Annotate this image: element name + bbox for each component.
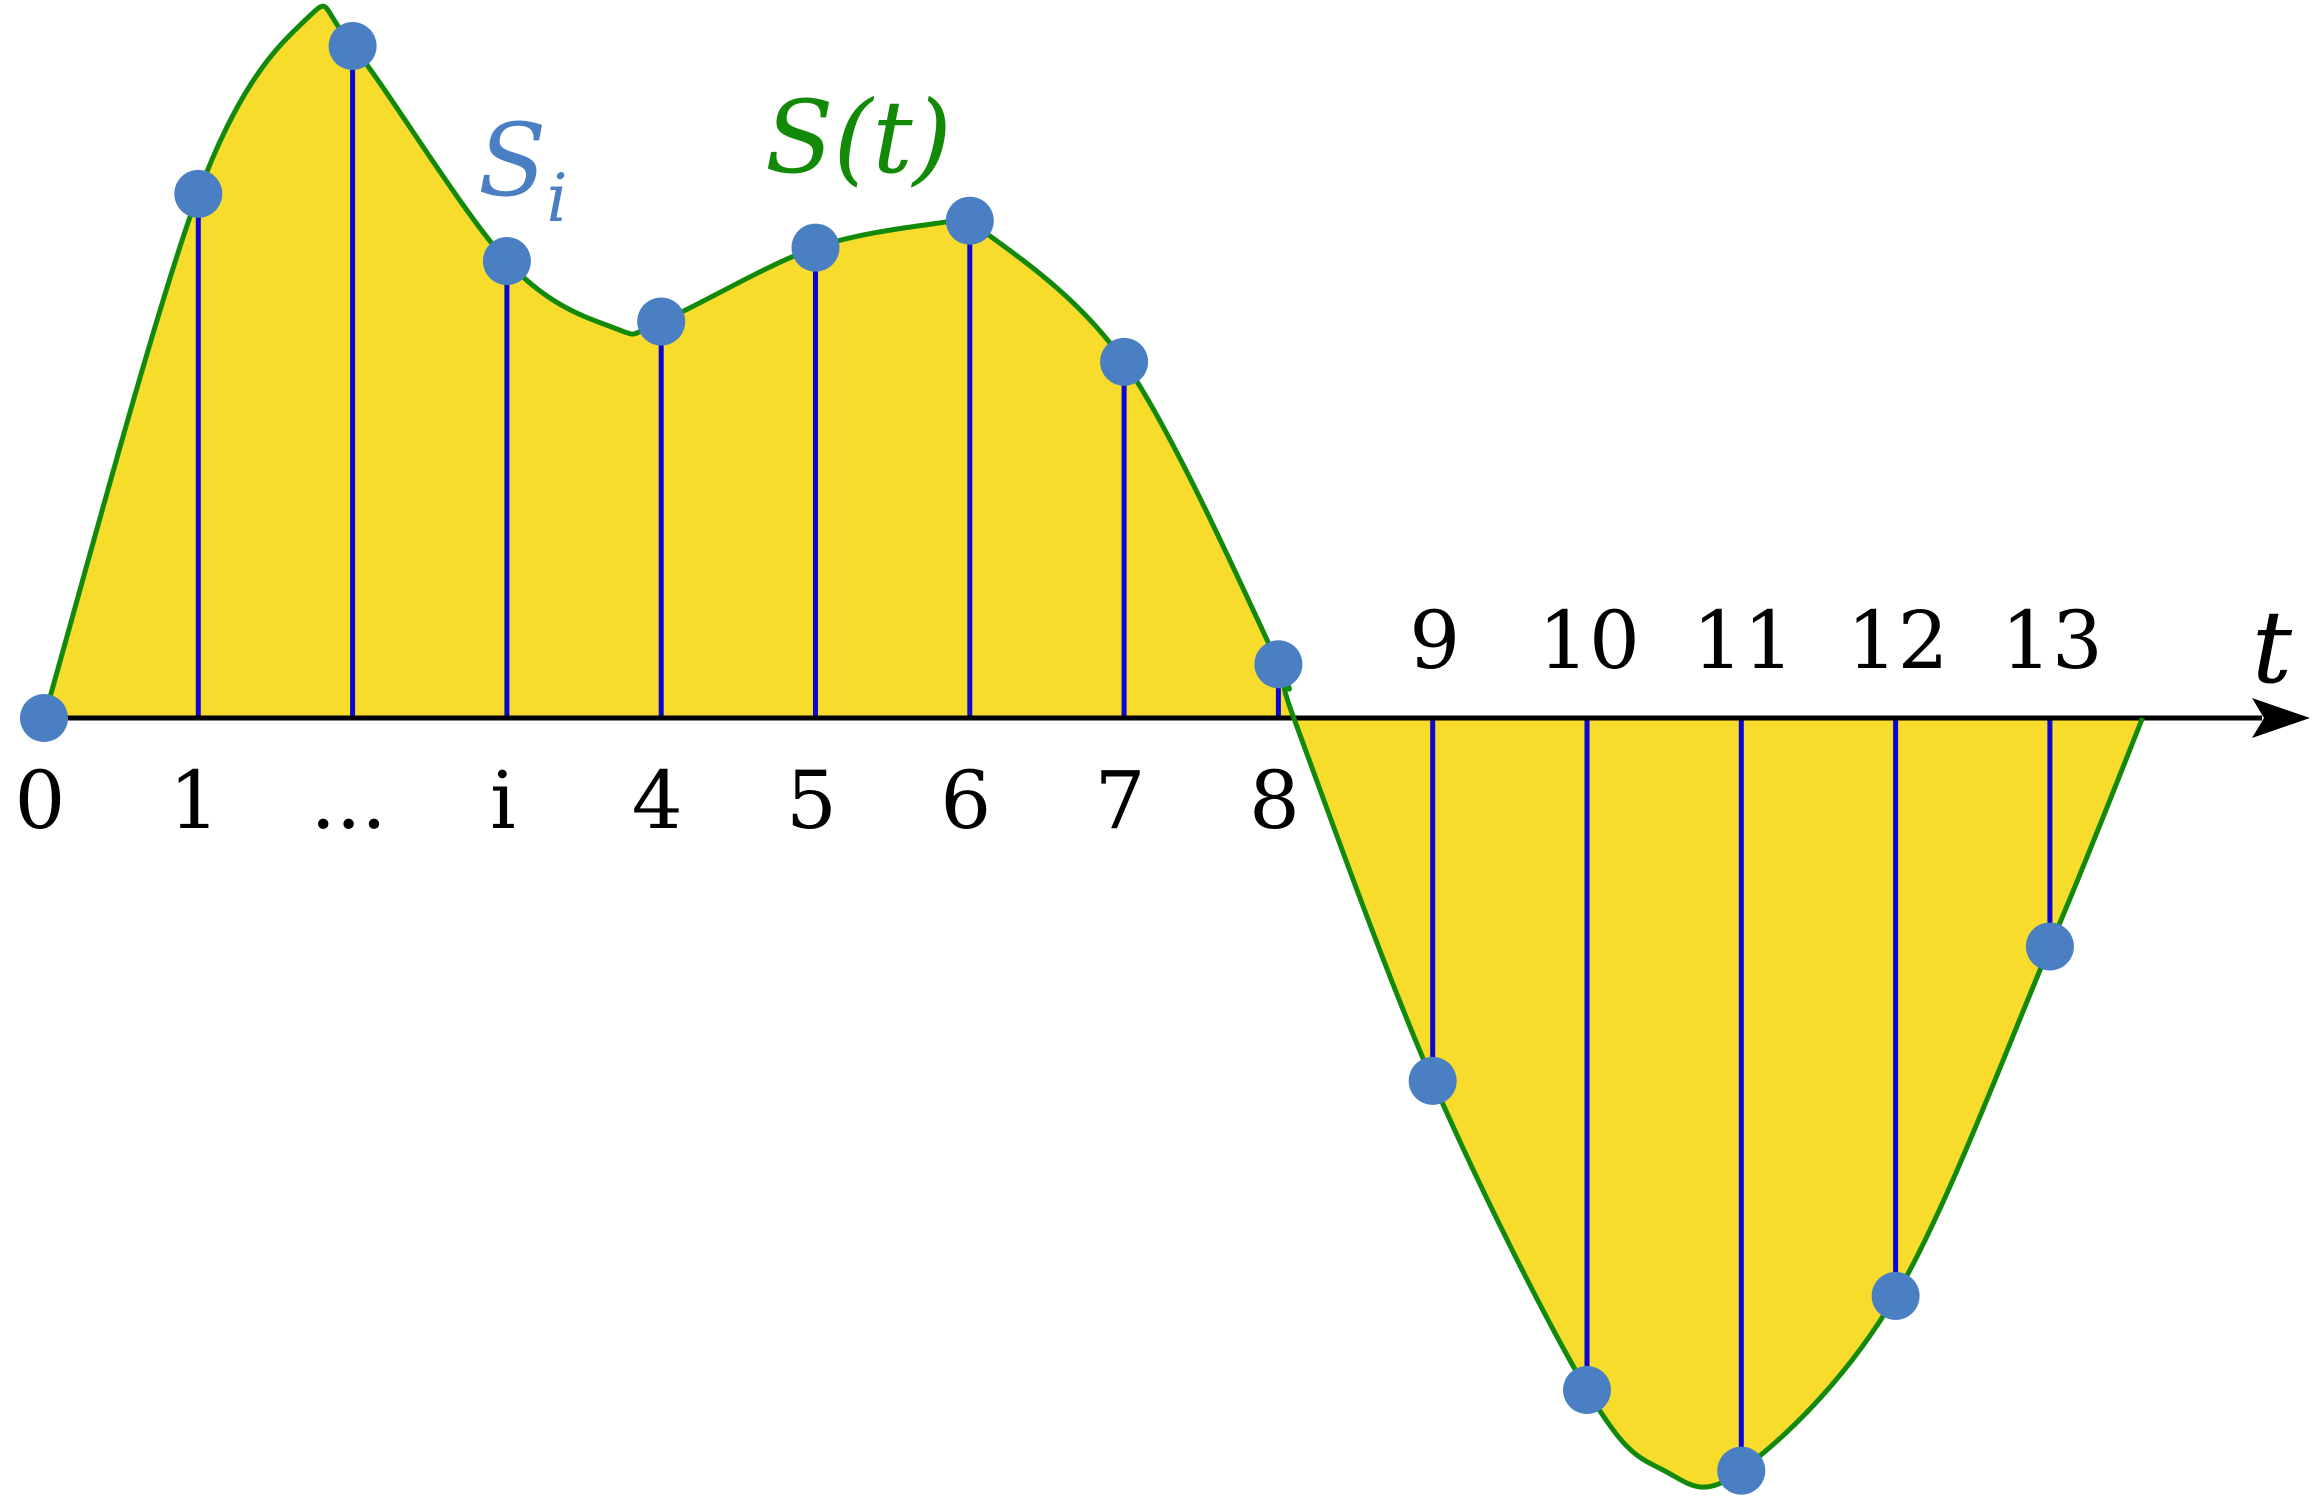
sample-point bbox=[1408, 1056, 1457, 1105]
tick-label: 13 bbox=[2001, 594, 2103, 687]
tick-label: 0 bbox=[15, 754, 66, 847]
samples-label: Si bbox=[478, 102, 568, 237]
sample-point bbox=[174, 169, 223, 218]
sample-stems bbox=[195, 46, 2053, 1471]
sample-point bbox=[791, 223, 840, 272]
tick-label: 11 bbox=[1692, 594, 1794, 687]
samples-label-subscript: i bbox=[547, 160, 568, 237]
tick-label: ... bbox=[310, 754, 386, 847]
tick-label: 9 bbox=[1409, 594, 1460, 687]
sample-point bbox=[328, 22, 377, 70]
tick-label: 7 bbox=[1095, 754, 1146, 847]
area-fill bbox=[44, 6, 2143, 1488]
sample-point bbox=[1563, 1366, 1611, 1414]
samples-label-base: S bbox=[478, 102, 547, 219]
tick-label: 4 bbox=[632, 754, 683, 847]
sample-point bbox=[945, 196, 994, 245]
tick-label: 1 bbox=[169, 754, 220, 847]
sample-point bbox=[1100, 337, 1149, 386]
tick-label: i bbox=[490, 754, 516, 847]
sample-point bbox=[2025, 922, 2074, 971]
tick-label: 6 bbox=[940, 754, 991, 847]
sample-point bbox=[1871, 1271, 1920, 1320]
tick-label: 8 bbox=[1249, 754, 1300, 847]
sample-point bbox=[1254, 640, 1303, 689]
curve-label: S(t) bbox=[765, 79, 952, 196]
tick-label: 10 bbox=[1538, 594, 1640, 687]
tick-labels: 0 1... i 4 5 6 7 8 9 10 11 12 13 bbox=[15, 594, 2103, 847]
sample-point bbox=[637, 297, 686, 346]
sample-point bbox=[482, 237, 531, 286]
sample-point bbox=[1717, 1446, 1766, 1495]
tick-label: 5 bbox=[786, 754, 837, 847]
axis-label: t bbox=[2252, 589, 2293, 706]
axis-arrowhead bbox=[2252, 698, 2310, 738]
sample-markers bbox=[20, 22, 2074, 1495]
tick-label: 12 bbox=[1847, 594, 1949, 687]
sample-point bbox=[20, 694, 68, 742]
